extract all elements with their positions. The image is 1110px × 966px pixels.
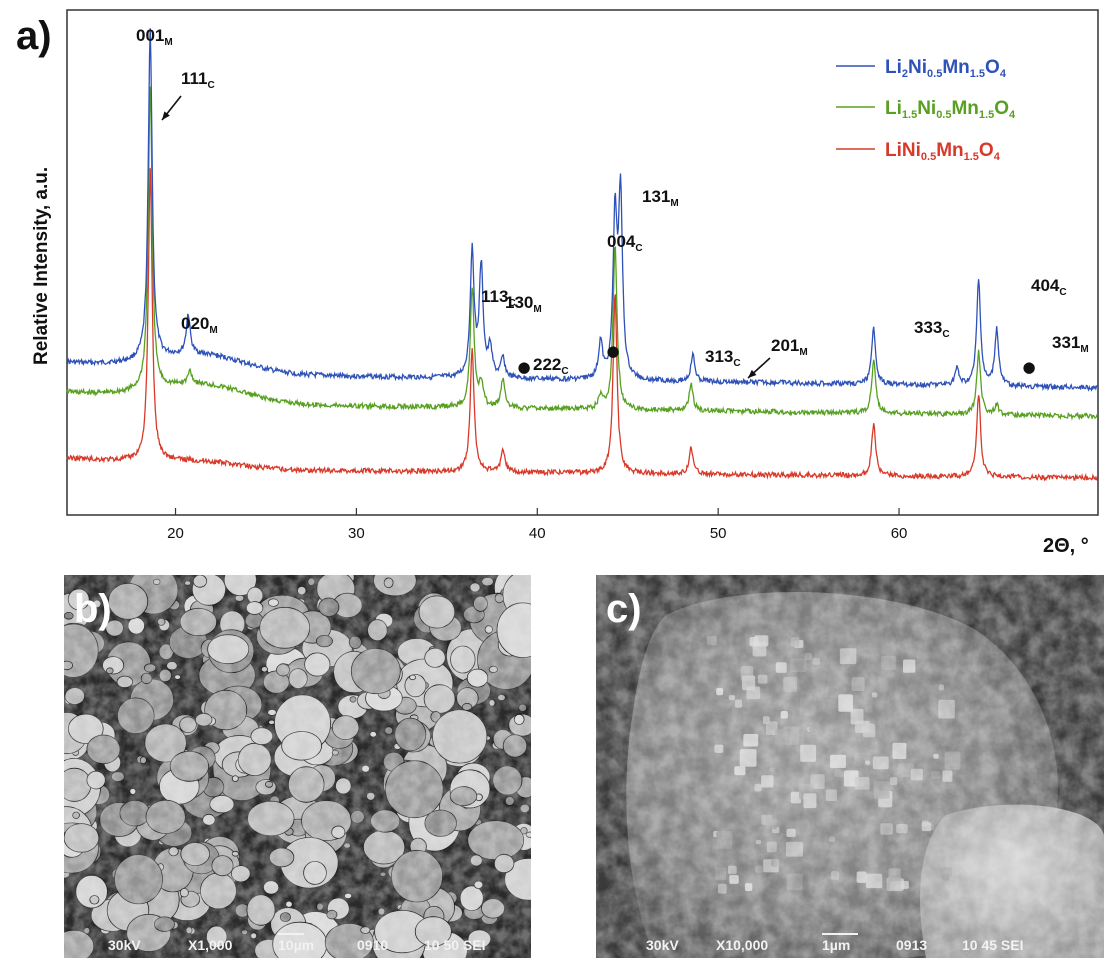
arrow-head	[748, 369, 757, 378]
impurity-marker: ●	[1022, 358, 1035, 376]
sem-id: 10 50 SEI	[424, 937, 486, 953]
series-line-1	[66, 86, 1098, 421]
sem-scale: 10µm	[278, 937, 315, 953]
sem-micrograph-c	[596, 575, 1104, 958]
legend: Li2Ni0.5Mn1.5O4 Li1.5Ni0.5Mn1.5O4 LiNi0.5M…	[836, 57, 1016, 163]
sem-info-bar-c: 30kV X10,000 1µm 0913 10 45 SEI	[596, 930, 1104, 958]
peak-label: 404C	[1031, 276, 1067, 298]
peak-label: 130M	[505, 293, 542, 315]
sem-code: 0913	[896, 937, 928, 953]
sem-mag: X10,000	[716, 937, 769, 953]
peak-label: 131M	[642, 187, 679, 209]
x-tick-label: 40	[529, 525, 546, 542]
legend-entry: Li1.5Ni0.5Mn1.5O4	[885, 98, 1016, 121]
sem-micrograph-b	[64, 575, 531, 958]
impurity-marker: ●	[606, 342, 619, 360]
panel-c-letter: c)	[606, 587, 642, 631]
sem-info-bar-b: 30kV X1,000 10µm 0910 10 50 SEI	[64, 930, 531, 958]
peak-label: 020M	[181, 314, 218, 336]
sem-kv: 30kV	[646, 937, 679, 953]
x-tick-label: 30	[348, 525, 365, 542]
plot-frame	[66, 9, 1099, 516]
panel-a-letter: a)	[16, 14, 52, 58]
series-line-2	[66, 168, 1098, 482]
impurity-marker: ●	[517, 358, 530, 376]
peak-label: 333C	[914, 318, 950, 340]
series-layer	[66, 28, 1098, 482]
sem-kv: 30kV	[108, 937, 141, 953]
peak-label: 004C	[607, 232, 643, 254]
peak-label: 001M	[136, 26, 173, 48]
sem-image-c: c) 30kV X10,000 1µm 0913 10 45 SEI	[596, 575, 1104, 958]
panel-b-letter: b)	[74, 587, 112, 631]
peak-label: 201M	[771, 336, 808, 358]
x-tick-label: 50	[710, 525, 727, 542]
y-axis-label: Relative Intensity, a.u.	[31, 167, 52, 365]
x-ticks: 20 30 40 50 60	[167, 508, 907, 542]
sem-image-b: b) 30kV X1,000 10µm 0910 10 50 SEI	[64, 575, 531, 958]
peak-label: 111C	[181, 69, 215, 91]
x-tick-label: 60	[891, 525, 908, 542]
sem-scale: 1µm	[822, 937, 851, 953]
peak-label: 331M	[1052, 333, 1089, 355]
peak-label: 113C	[481, 287, 516, 309]
arrow-head	[162, 111, 170, 120]
x-tick-label: 20	[167, 525, 184, 542]
scale-bar	[278, 933, 304, 935]
peak-label: 222C	[533, 355, 569, 377]
series-line-0	[66, 28, 1098, 392]
scale-bar	[822, 933, 858, 935]
x-axis-label: 2Θ, °	[1043, 535, 1089, 557]
legend-entry: LiNi0.5Mn1.5O4	[885, 140, 1001, 163]
peak-label: 313C	[705, 347, 741, 369]
sem-mag: X1,000	[188, 937, 233, 953]
sem-code: 0910	[357, 937, 389, 953]
legend-entry: Li2Ni0.5Mn1.5O4	[885, 57, 1007, 80]
sem-id: 10 45 SEI	[962, 937, 1024, 953]
